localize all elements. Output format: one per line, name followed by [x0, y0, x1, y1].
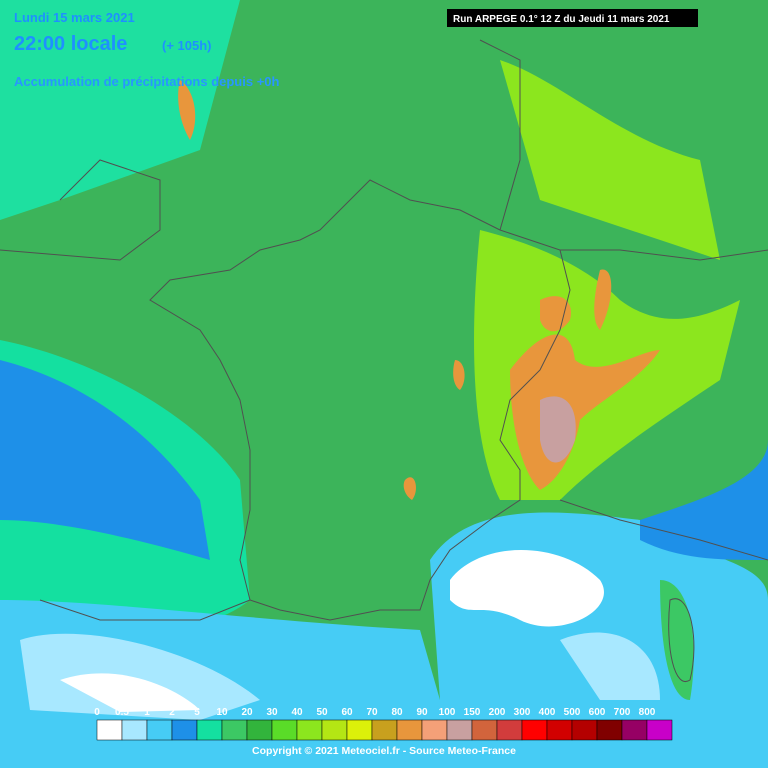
legend-label: 700: [614, 707, 631, 718]
legend-swatch: [446, 719, 473, 741]
legend-label: 10: [216, 707, 228, 718]
run-info: Run ARPEGE 0.1° 12 Z du Jeudi 11 mars 20…: [453, 14, 670, 25]
subtitle: Accumulation de précipitations depuis +0…: [14, 74, 280, 89]
legend-swatch: [596, 719, 623, 741]
date: Lundi 15 mars 2021: [14, 10, 135, 25]
legend-label: 90: [416, 707, 428, 718]
legend-label: 300: [514, 707, 531, 718]
legend-label: 0: [94, 707, 100, 718]
borders: [0, 39, 768, 683]
legend-label: 30: [266, 707, 278, 718]
legend-label: 150: [464, 707, 481, 718]
legend-label: 1: [144, 707, 150, 718]
legend-label: 80: [391, 707, 403, 718]
legend-swatch: [571, 719, 598, 741]
legend-label: 2: [169, 707, 175, 718]
time: 22:00 locale: [14, 33, 127, 55]
legend-swatch: [96, 719, 123, 741]
legend-swatch: [296, 719, 323, 741]
legend-swatch: [521, 719, 548, 741]
legend-swatch: [621, 719, 648, 741]
copyright: Copyright © 2021 Meteociel.fr - Source M…: [252, 745, 516, 757]
legend-swatch: [321, 719, 348, 741]
legend-swatch: [496, 719, 523, 741]
legend-swatch: [421, 719, 448, 741]
legend-swatch: [396, 719, 423, 741]
legend-swatch: [221, 719, 248, 741]
legend-swatch: [246, 719, 273, 741]
legend-label: 500: [564, 707, 581, 718]
legend-swatch: [271, 719, 298, 741]
legend-label: 5: [194, 707, 200, 718]
legend-label: 800: [639, 707, 656, 718]
legend-label: 70: [366, 707, 378, 718]
legend-label: 40: [291, 707, 303, 718]
legend-label: 600: [589, 707, 606, 718]
legend-label: 100: [439, 707, 456, 718]
legend-swatch: [471, 719, 498, 741]
run-box: [447, 9, 698, 27]
legend-swatch: [196, 719, 223, 741]
legend-swatch: [121, 719, 148, 741]
legend-label: 50: [316, 707, 328, 718]
legend-swatch: [546, 719, 573, 741]
legend: 0 0.5 1 2 5 10 20 30 40 50 60 70 80 90 100 150 200 300 400…: [94, 707, 673, 741]
legend-label: 60: [341, 707, 353, 718]
legend-label: 400: [539, 707, 556, 718]
legend-label: 0.5: [115, 707, 129, 718]
legend-swatch: [646, 719, 673, 741]
legend-swatch: [371, 719, 398, 741]
legend-label: 200: [489, 707, 506, 718]
legend-swatch: [171, 719, 198, 741]
legend-label: 20: [241, 707, 253, 718]
legend-swatch: [146, 719, 173, 741]
legend-swatch: [346, 719, 373, 741]
offset: (+ 105h): [162, 38, 212, 53]
